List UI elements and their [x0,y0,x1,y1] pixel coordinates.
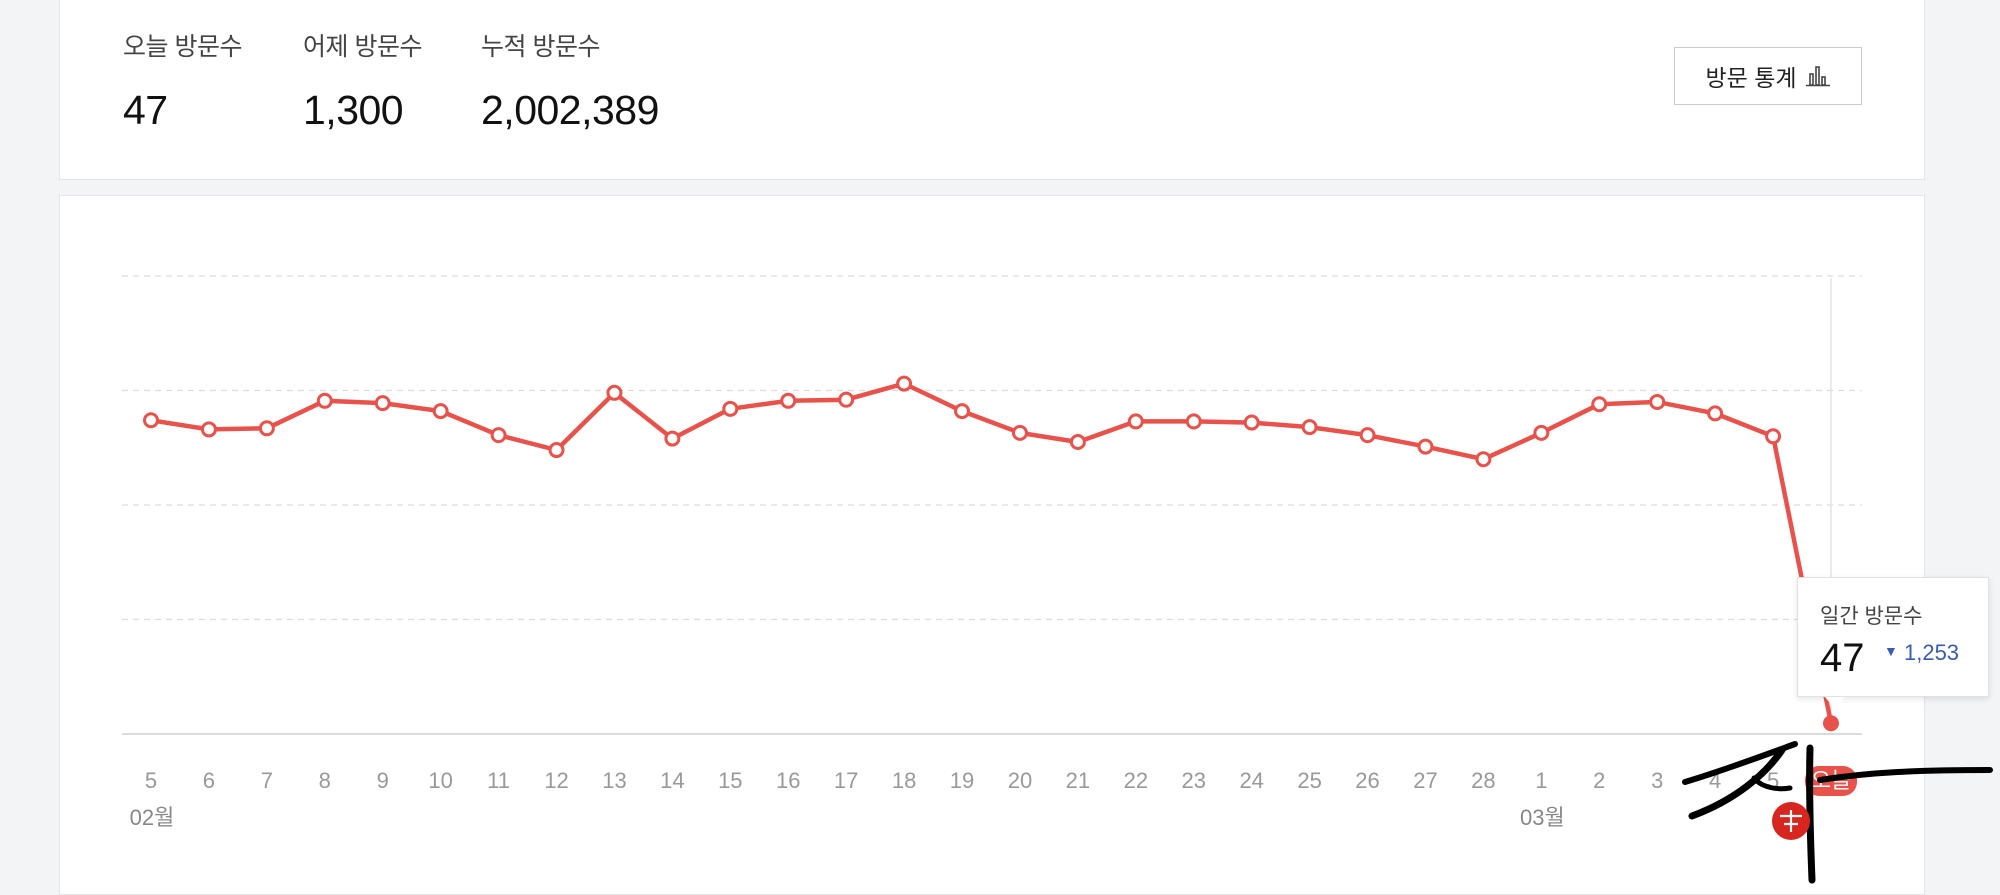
x-tick-label: 6 [203,768,215,793]
data-point [1243,414,1260,431]
tooltip-arrow [1825,697,1845,709]
data-point [664,430,681,447]
data-point [374,395,391,412]
x-tick-label: 23 [1182,768,1206,793]
x-tick-label: 28 [1471,768,1495,793]
data-point [432,403,449,420]
month-label: 03월 [1520,805,1565,830]
series-line [148,381,1834,726]
x-tick-label: 5 [145,768,157,793]
caret-down-icon: ▼ [1884,643,1898,659]
today-visits-label: 오늘 방문수 [123,33,242,61]
data-point [258,420,275,437]
data-point [1301,419,1318,436]
visit-stats-button-label: 방문 통계 [1705,65,1797,91]
x-tick-label: 16 [776,768,800,793]
yesterday-visits: 어제 방문수 1,300 [303,27,422,134]
visitor-stats-card: 오늘 방문수 47 어제 방문수 1,300 누적 방문수 2,002,389 … [59,0,1925,180]
data-point [606,384,623,401]
x-tick-label: 10 [428,768,452,793]
data-point [1475,451,1492,468]
data-point [1185,413,1202,430]
x-tick-label: 18 [892,768,916,793]
today-visits-value: 47 [123,87,168,133]
chart-series [148,381,1834,726]
x-tick-label: 12 [544,768,568,793]
chart-points [143,375,1839,732]
tooltip-change-value: 1,253 [1903,640,1960,665]
x-tick-label: 7 [261,768,273,793]
total-visits-label: 누적 방문수 [481,33,600,61]
total-visits-value: 2,002,389 [481,87,659,133]
data-point [316,392,333,409]
total-visits: 누적 방문수 2,002,389 [481,27,659,134]
x-tick-label: 22 [1124,768,1148,793]
x-tick-label: 25 [1297,768,1321,793]
data-point [722,400,739,417]
chart-x-axis: 5 6 7 8 9 10 11 12 13 14 15 16 17 18 19 20 21 22 23 24 25 26 2… [130,766,1857,830]
chart-grid [122,275,1862,735]
yesterday-visits-value: 1,300 [303,87,404,133]
data-point [1649,393,1666,410]
data-point [548,442,565,459]
visit-stats-button[interactable]: 방문 통계 [1674,47,1862,105]
data-point [954,403,971,420]
x-tick-label: 8 [319,768,331,793]
tooltip-value: 47 [1820,636,1865,680]
data-point [1069,434,1086,451]
data-point [1591,396,1608,413]
bar-chart-icon [1805,64,1831,88]
data-point [780,392,797,409]
data-point [1533,424,1550,441]
x-tick-label: 14 [660,768,684,793]
yesterday-visits-label: 어제 방문수 [303,33,422,61]
x-tick-label: 20 [1008,768,1032,793]
data-point [896,375,913,392]
x-tick-label: 26 [1355,768,1379,793]
x-tick-label: 9 [377,768,389,793]
data-point [838,391,855,408]
data-point-today [1823,715,1839,732]
x-tick-label: 2 [1593,768,1605,793]
signature-watermark [1682,741,1993,884]
x-tick-label: 21 [1066,768,1090,793]
data-point [1707,405,1724,422]
data-point [143,412,159,429]
x-tick-label: 11 [487,768,510,793]
x-tick-label: 15 [718,768,742,793]
data-point [1765,428,1782,445]
x-tick-label: 3 [1651,768,1663,793]
data-point [1417,438,1434,455]
today-visits: 오늘 방문수 47 [123,27,242,134]
daily-visits-chart-card [59,195,1925,895]
x-tick-label: 24 [1239,768,1263,793]
data-point [490,427,507,444]
data-point [1011,424,1028,441]
x-tick-label: 27 [1413,768,1437,793]
x-tick-label: 1 [1535,768,1547,793]
data-point [1127,413,1144,430]
x-tick-label: 17 [834,768,858,793]
data-point [200,421,217,438]
x-tick-label: 13 [602,768,626,793]
data-point [1359,427,1376,444]
daily-visits-tooltip: 일간 방문수 47 ▼ 1,253 [1797,577,1989,709]
tooltip-change: ▼ 1,253 [1884,640,1959,666]
x-tick-label: 19 [950,768,974,793]
month-label: 02월 [130,805,175,830]
tooltip-title: 일간 방문수 [1820,605,1923,628]
